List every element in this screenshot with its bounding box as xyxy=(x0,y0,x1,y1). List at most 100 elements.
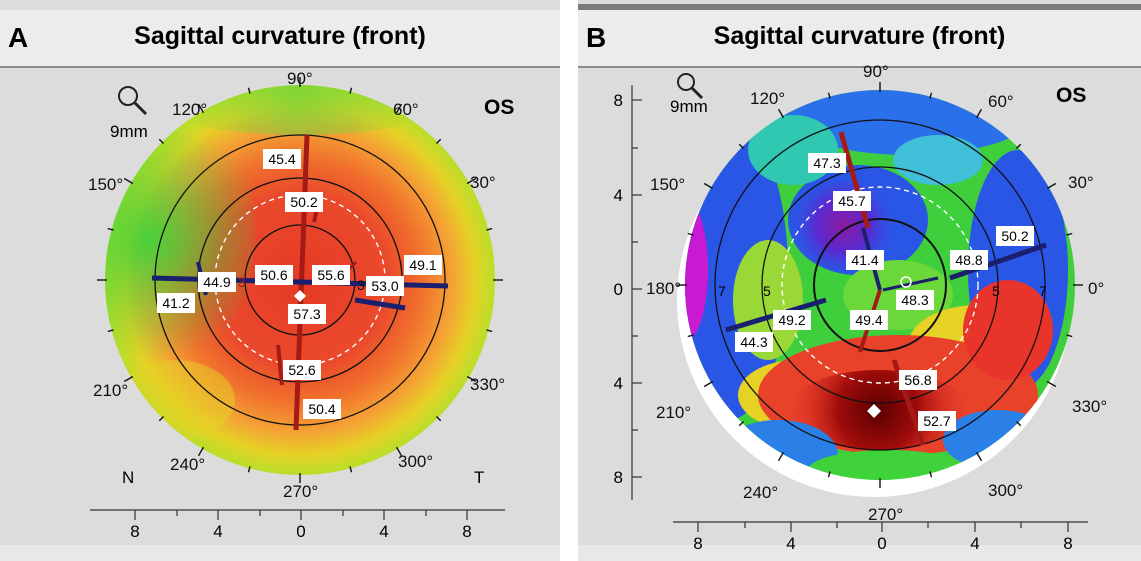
bottom-band xyxy=(578,545,1141,561)
x-tick: 4 xyxy=(786,534,795,553)
value-box: 56.8 xyxy=(904,372,931,388)
angle-label: 60° xyxy=(393,100,419,119)
panel-b-header xyxy=(578,10,1141,68)
angle-label: 120° xyxy=(750,89,785,108)
degree-tick xyxy=(1015,143,1022,150)
value-box: 49.4 xyxy=(855,312,882,328)
value-box: 41.2 xyxy=(162,295,189,311)
degree-tick xyxy=(486,227,493,231)
value-box: 48.8 xyxy=(955,252,982,268)
x-tick: 8 xyxy=(1063,534,1072,553)
ring-label: 7 xyxy=(1039,283,1047,299)
value-box: 50.4 xyxy=(308,401,335,417)
degree-tick xyxy=(107,329,114,333)
degree-ticks xyxy=(97,77,503,483)
value-box: 55.6 xyxy=(317,267,344,283)
angle-label: 0° xyxy=(1088,279,1104,298)
curvature-map-b: 7 5 5 7 47.3 45.7 41.4 50.2 48.8 48.3 49… xyxy=(614,62,1108,553)
x-tick: 8 xyxy=(462,522,471,541)
value-box: 44.3 xyxy=(740,334,767,350)
angle-label: 30° xyxy=(1068,173,1094,192)
angle-label: 150° xyxy=(88,175,123,194)
degree-tick xyxy=(687,334,694,338)
angle-label: 150° xyxy=(650,175,685,194)
degree-tick xyxy=(1046,182,1057,190)
magnifier-icon[interactable] xyxy=(118,86,148,116)
angle-label: 330° xyxy=(1072,397,1107,416)
value-box: 50.6 xyxy=(260,267,287,283)
degree-tick xyxy=(975,108,983,119)
degree-tick xyxy=(123,375,134,383)
degree-tick xyxy=(107,227,114,231)
angle-label: 210° xyxy=(93,381,128,400)
angle-label: 30° xyxy=(470,173,496,192)
y-tick: 0 xyxy=(614,280,623,299)
x-axis-ticks: 8 4 0 4 8 xyxy=(693,534,1072,553)
value-box: 44.9 xyxy=(203,274,230,290)
degree-tick xyxy=(777,451,785,462)
degree-tick xyxy=(486,329,493,333)
degree-tick xyxy=(929,92,933,99)
angle-labels: 90° 60° 30° 0° 120° 150° 180° 210° 240° … xyxy=(646,62,1107,524)
panel-title: Sagittal curvature (front) xyxy=(713,22,1006,50)
angle-label: 240° xyxy=(170,455,205,474)
angle-label: 240° xyxy=(743,483,778,502)
value-box: 52.6 xyxy=(288,362,315,378)
value-box: 53.0 xyxy=(371,278,398,294)
panel-b-topbar xyxy=(578,4,1141,10)
value-box: 49.2 xyxy=(778,312,805,328)
degree-tick xyxy=(777,108,785,119)
panel-title: Sagittal curvature (front) xyxy=(134,22,426,50)
value-box: 48.3 xyxy=(901,292,928,308)
x-tick: 8 xyxy=(130,522,139,541)
eye-label: OS xyxy=(1056,84,1086,107)
degree-tick xyxy=(975,451,983,462)
panel-b: B Sagittal curvature (front) xyxy=(578,0,1141,561)
value-boxes: 47.3 45.7 41.4 50.2 48.8 48.3 49.2 49.4 … xyxy=(735,153,1034,431)
y-axis xyxy=(631,85,642,500)
value-box: 45.4 xyxy=(268,151,295,167)
x-tick: 0 xyxy=(877,534,886,553)
nasal-label: N xyxy=(122,468,134,487)
degree-tick xyxy=(247,466,251,473)
pupil-outline xyxy=(781,186,979,384)
degree-tick xyxy=(1046,380,1057,388)
degree-tick xyxy=(827,471,831,478)
degree-tick xyxy=(929,471,933,478)
value-box: 50.2 xyxy=(1001,228,1028,244)
degree-tick xyxy=(435,138,442,145)
scale-label: 9mm xyxy=(670,97,708,116)
degree-tick xyxy=(827,92,831,99)
y-tick: 8 xyxy=(614,468,623,487)
ring-label: 3 xyxy=(357,277,365,293)
panel-letter: A xyxy=(8,22,29,53)
angle-label: 120° xyxy=(172,100,207,119)
degree-tick xyxy=(158,415,165,422)
apex-marker xyxy=(867,404,881,418)
x-axis-ticks: 8 4 0 4 8 xyxy=(130,522,471,541)
value-boxes: 45.4 50.2 44.9 41.2 50.6 55.6 49.1 53.0 … xyxy=(157,149,442,419)
degree-tick xyxy=(738,420,745,427)
scale-label: 9mm xyxy=(110,122,148,141)
x-tick: 4 xyxy=(213,522,222,541)
degree-tick xyxy=(349,87,353,94)
angle-label: 90° xyxy=(287,69,313,88)
bottom-band xyxy=(0,545,560,561)
eye-label: OS xyxy=(484,96,514,119)
degree-tick xyxy=(1066,232,1073,236)
panel-letter: B xyxy=(586,22,607,53)
value-box: 45.7 xyxy=(838,193,865,209)
degree-tick xyxy=(197,446,205,457)
ring-label: 5 xyxy=(763,283,771,299)
pupil-center-marker xyxy=(900,276,912,288)
ring-label: 3 xyxy=(238,274,246,290)
x-tick: 4 xyxy=(970,534,979,553)
panel-a: A Sagittal curvature (front) xyxy=(0,0,560,561)
degree-tick xyxy=(703,380,714,388)
angle-label: 270° xyxy=(868,505,903,524)
degree-tick xyxy=(738,143,745,150)
degree-tick xyxy=(158,138,165,145)
degree-tick xyxy=(687,232,694,236)
temporal-label: T xyxy=(474,468,484,487)
magnifier-icon[interactable] xyxy=(677,73,704,100)
